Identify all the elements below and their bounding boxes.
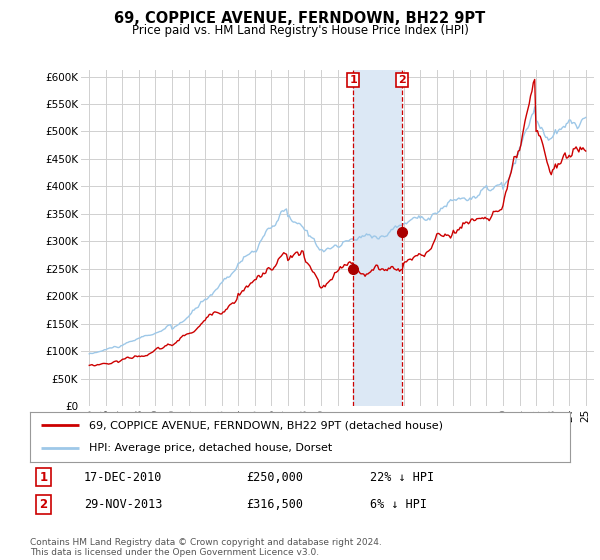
Bar	[353, 70, 403, 406]
Text: HPI: Average price, detached house, Dorset: HPI: Average price, detached house, Dors…	[89, 443, 332, 453]
Text: 17-DEC-2010: 17-DEC-2010	[84, 470, 163, 483]
Text: Price paid vs. HM Land Registry's House Price Index (HPI): Price paid vs. HM Land Registry's House …	[131, 24, 469, 36]
Text: 69, COPPICE AVENUE, FERNDOWN, BH22 9PT: 69, COPPICE AVENUE, FERNDOWN, BH22 9PT	[115, 11, 485, 26]
Text: £250,000: £250,000	[246, 470, 303, 483]
Text: 2: 2	[398, 75, 406, 85]
Text: 29-NOV-2013: 29-NOV-2013	[84, 498, 163, 511]
Text: 69, COPPICE AVENUE, FERNDOWN, BH22 9PT (detached house): 69, COPPICE AVENUE, FERNDOWN, BH22 9PT (…	[89, 420, 443, 430]
Text: 6% ↓ HPI: 6% ↓ HPI	[370, 498, 427, 511]
Text: 22% ↓ HPI: 22% ↓ HPI	[370, 470, 434, 483]
Text: 2: 2	[40, 498, 47, 511]
Text: £316,500: £316,500	[246, 498, 303, 511]
Text: 1: 1	[40, 470, 47, 483]
Text: 1: 1	[349, 75, 357, 85]
Text: Contains HM Land Registry data © Crown copyright and database right 2024.
This d: Contains HM Land Registry data © Crown c…	[30, 538, 382, 557]
